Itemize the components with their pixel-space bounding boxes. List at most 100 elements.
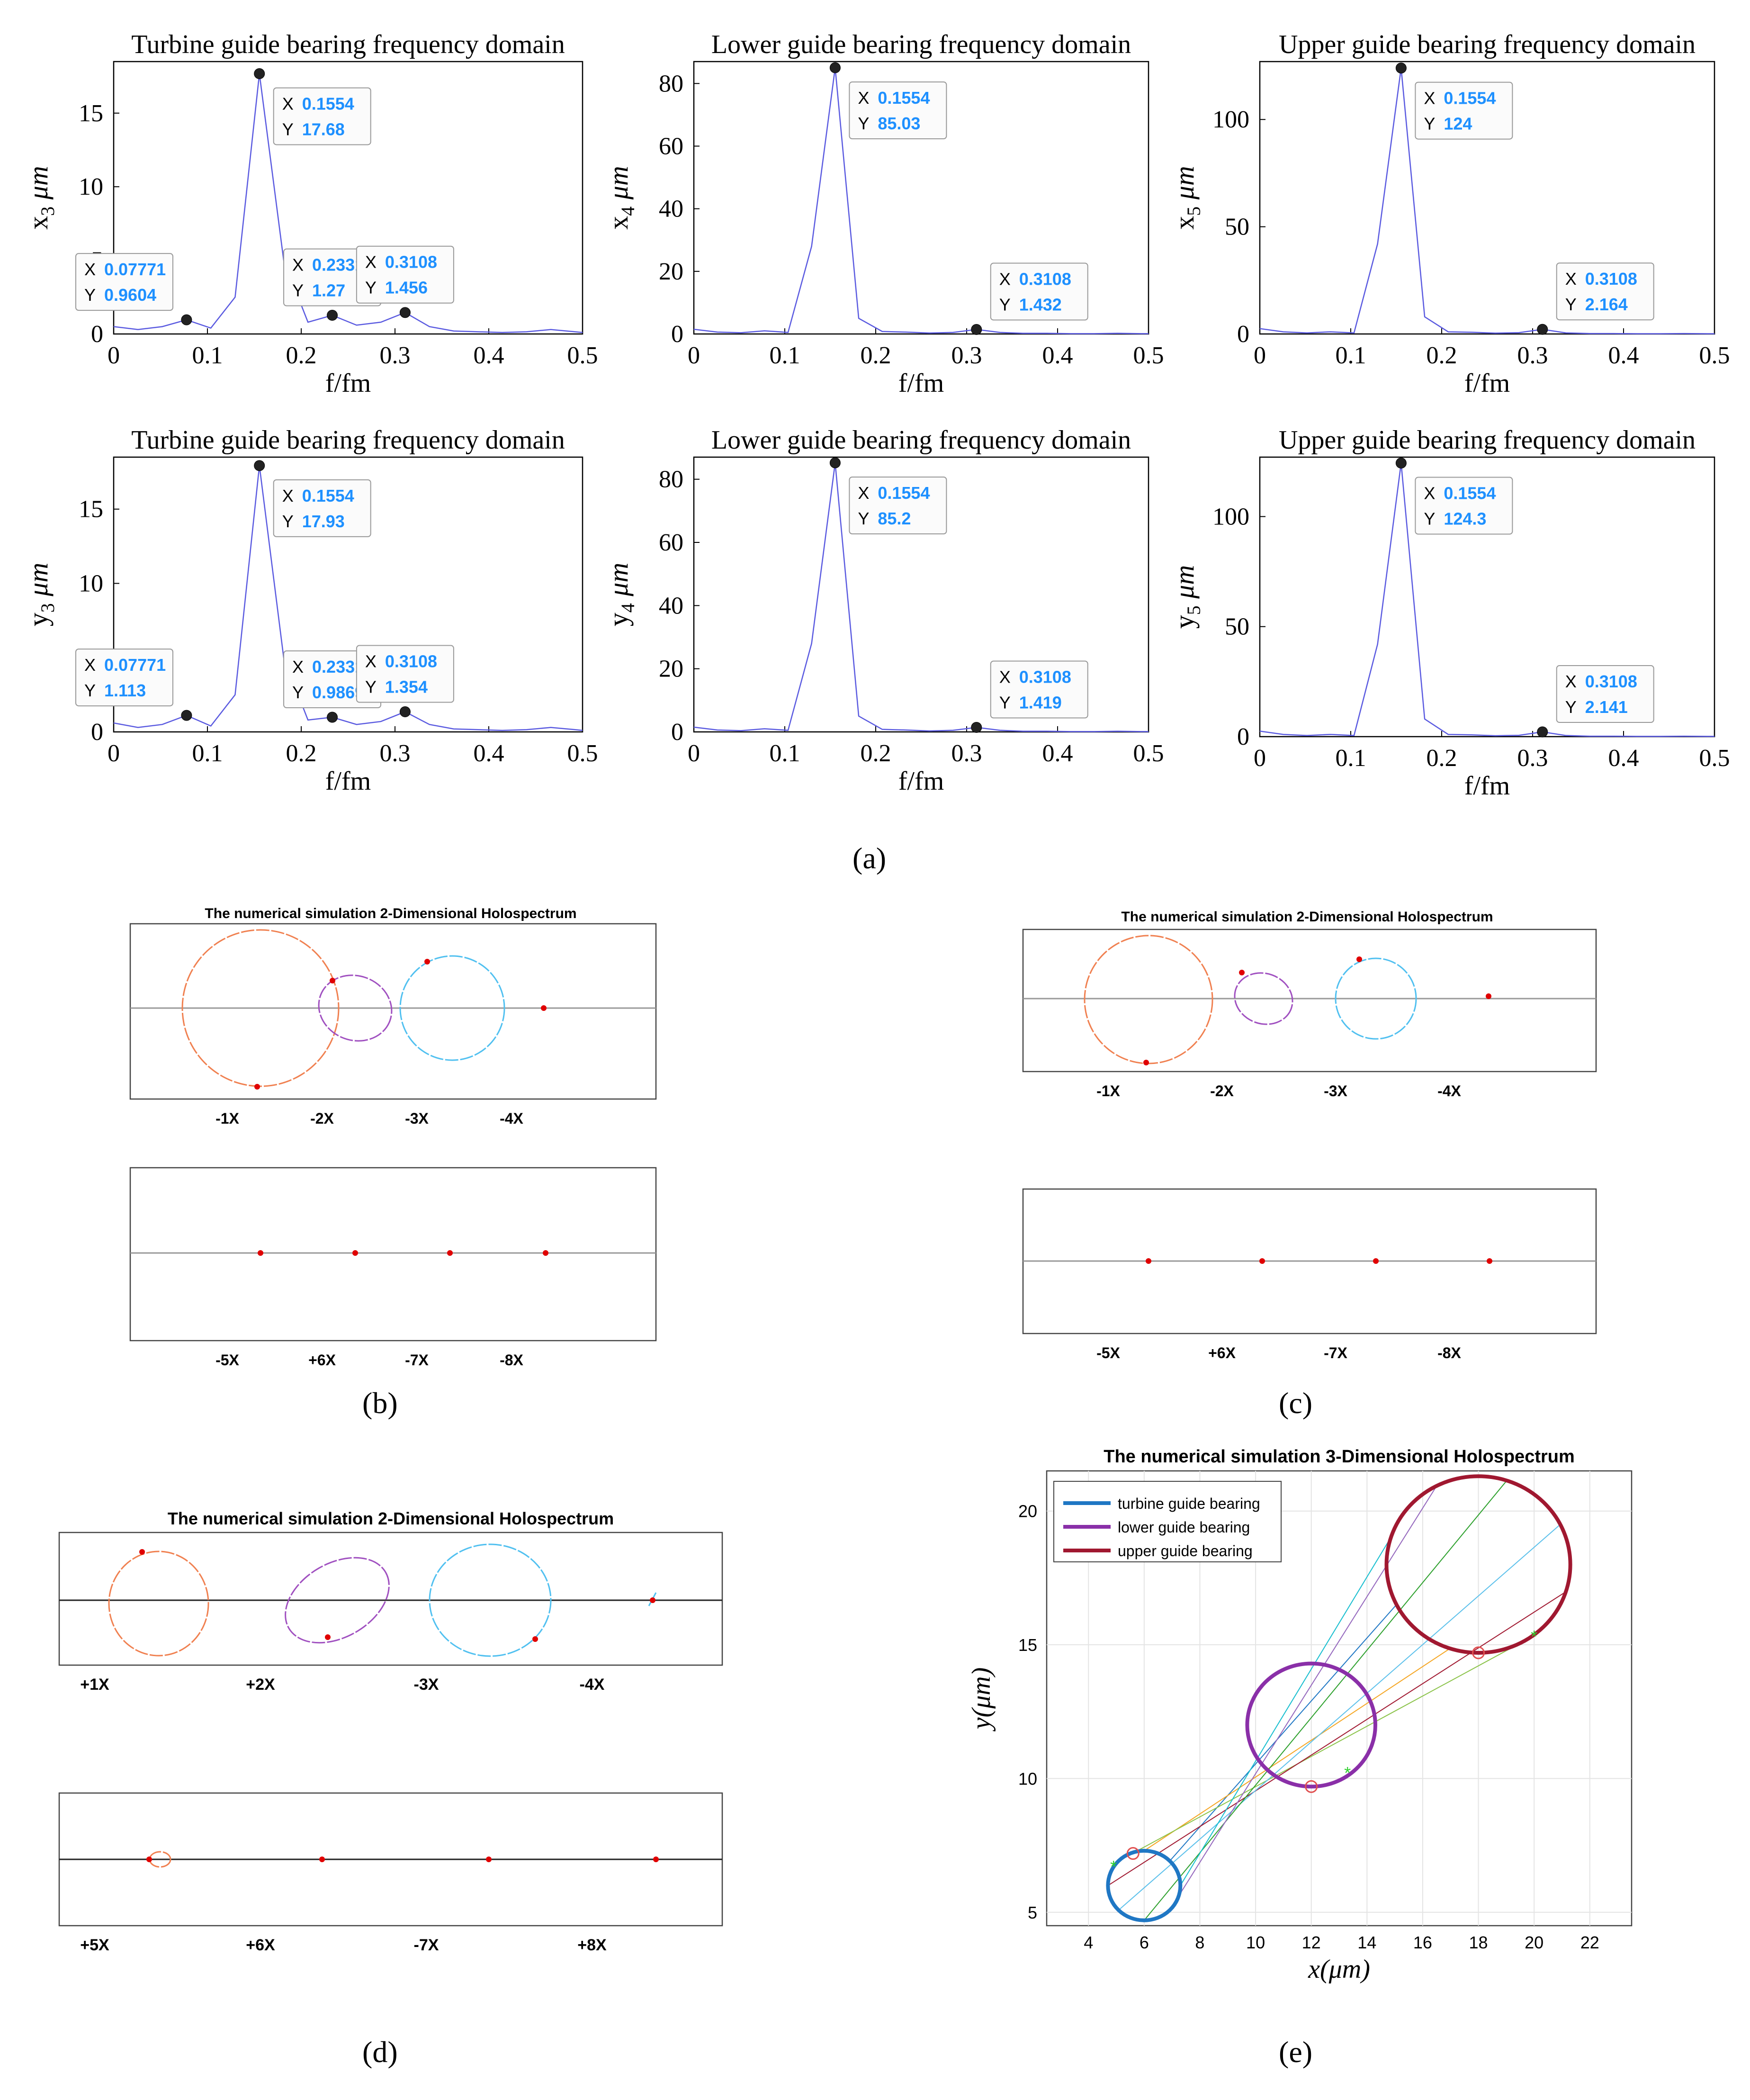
datatip-x-key: X — [365, 652, 377, 671]
generatrix-line — [1107, 1591, 1566, 1886]
x-tick-label: 0.4 — [1042, 342, 1073, 369]
harmonic-label: +2X — [246, 1676, 275, 1694]
datatip-marker — [327, 310, 338, 321]
x-tick-label: 0.2 — [861, 740, 891, 767]
x-tick-label: 0.2 — [286, 342, 317, 369]
x-tick-label: 20 — [1525, 1933, 1544, 1952]
y-tick-label: 100 — [1212, 106, 1249, 133]
x-tick-label: 0.1 — [770, 342, 800, 369]
datatip-y-key: Y — [365, 677, 377, 697]
x-tick-label: 0.2 — [286, 740, 317, 767]
datatip-y-value: 1.354 — [385, 677, 428, 697]
spectrum-line — [113, 73, 583, 333]
x-tick-label: 0.4 — [1608, 745, 1639, 772]
datatip-box — [990, 660, 1088, 719]
caption-e: (e) — [1279, 2035, 1313, 2069]
phase-point — [1143, 1060, 1149, 1065]
phase-point — [532, 1636, 538, 1642]
y-tick-label: 100 — [1212, 503, 1249, 530]
orbit-2x — [318, 974, 393, 1042]
phase-point — [139, 1549, 145, 1555]
x-tick-label: 0.4 — [474, 342, 504, 369]
x-tick-label: 0 — [1254, 745, 1266, 772]
harmonic-label: -4X — [500, 1110, 523, 1127]
x-tick-label: 0.3 — [1517, 745, 1548, 772]
datatip-y-key: Y — [1424, 509, 1435, 529]
phase-point — [254, 1084, 260, 1090]
datatip-box — [273, 87, 371, 145]
x-tick-label: 0.1 — [770, 740, 800, 767]
x-tick-label: 12 — [1302, 1933, 1321, 1952]
datatip-x-value: 0.3108 — [1585, 269, 1637, 288]
y-tick-label: 50 — [1225, 214, 1249, 241]
upper-axes-box — [129, 923, 657, 1100]
spectrum-panel-3: Upper guide bearing frequency domain 0 0.1… — [1169, 30, 1730, 398]
harmonic-label: -5X — [215, 1352, 239, 1369]
harmonic-label: -7X — [405, 1352, 429, 1369]
datatip-marker — [181, 710, 192, 721]
phase-point — [352, 1250, 358, 1256]
lower-axes-box — [129, 1167, 657, 1342]
upper-axes-box — [1022, 928, 1597, 1073]
datatip-y-value: 1.419 — [1019, 693, 1062, 712]
datatip-x-key: X — [1565, 269, 1577, 288]
x-axis-label: f/fm — [325, 766, 371, 796]
caption-b: (b) — [362, 1386, 398, 1420]
phase-point — [1486, 993, 1491, 999]
y-tick-label: 10 — [79, 173, 103, 200]
phase-point — [258, 1250, 263, 1256]
datatip-marker — [254, 68, 265, 79]
y-tick-label: 60 — [659, 529, 683, 556]
datatip-y-key: Y — [282, 119, 294, 139]
phase-point — [653, 1857, 659, 1862]
x-tick-label: 0.3 — [380, 740, 411, 767]
harmonic-label: -5X — [1096, 1344, 1120, 1361]
datatip-y-key: Y — [999, 295, 1011, 315]
datatip-box — [849, 477, 947, 534]
datatip-x-value: 0.3108 — [1585, 672, 1637, 691]
orbit-2x — [285, 1557, 390, 1644]
datatip-y-value: 124.3 — [1444, 509, 1486, 529]
datatip-marker — [829, 62, 841, 73]
harmonic-label: +8X — [577, 1936, 607, 1954]
phase-point — [1239, 970, 1245, 975]
y-axis-label: y5 μm — [1169, 565, 1204, 629]
datatip-x-value: 0.1554 — [302, 94, 354, 113]
datatip-marker — [1395, 63, 1407, 74]
datatip-marker — [399, 706, 411, 718]
y-axis-label: y(μm) — [967, 1667, 996, 1732]
datatip-box — [849, 81, 947, 140]
y-tick-label: 15 — [1018, 1635, 1037, 1655]
legend-entry: turbine guide bearing — [1118, 1495, 1260, 1512]
y-tick-label: 15 — [79, 496, 103, 523]
x-tick-label: 8 — [1195, 1933, 1204, 1952]
y-tick-label: 20 — [1018, 1502, 1037, 1521]
harmonic-label: +1X — [80, 1676, 109, 1694]
x-tick-label: 6 — [1140, 1933, 1149, 1952]
datatip-box — [356, 645, 454, 703]
x-tick-label: 0.4 — [1042, 740, 1073, 767]
x-tick-label: 0.5 — [567, 342, 598, 369]
panel-title: Upper guide bearing frequency domain — [1279, 425, 1696, 455]
x-axis-label: f/fm — [1464, 771, 1510, 801]
x-tick-label: 0.1 — [192, 740, 223, 767]
datatip-y-value: 0.9869 — [312, 683, 364, 702]
harmonic-label: +6X — [246, 1936, 275, 1954]
datatip-x-key: X — [282, 94, 294, 113]
phase-marker-star: * — [1531, 1627, 1537, 1646]
y-tick-label: 0 — [91, 719, 103, 746]
datatip-x-key: X — [1565, 672, 1577, 691]
y-tick-label: 40 — [659, 196, 683, 223]
y-axis-label: x5 μm — [1169, 166, 1204, 230]
x-tick-label: 0.3 — [380, 342, 411, 369]
datatip-x-key: X — [999, 667, 1011, 687]
phase-marker-star: * — [1344, 1763, 1351, 1783]
x-tick-label: 0.3 — [951, 740, 982, 767]
x-tick-label: 0.3 — [1517, 342, 1548, 369]
datatip-marker — [1537, 324, 1548, 335]
x-tick-label: 0 — [688, 740, 700, 767]
phase-point — [330, 978, 335, 983]
datatip-y-key: Y — [292, 683, 304, 702]
datatip-y-key: Y — [858, 509, 869, 528]
